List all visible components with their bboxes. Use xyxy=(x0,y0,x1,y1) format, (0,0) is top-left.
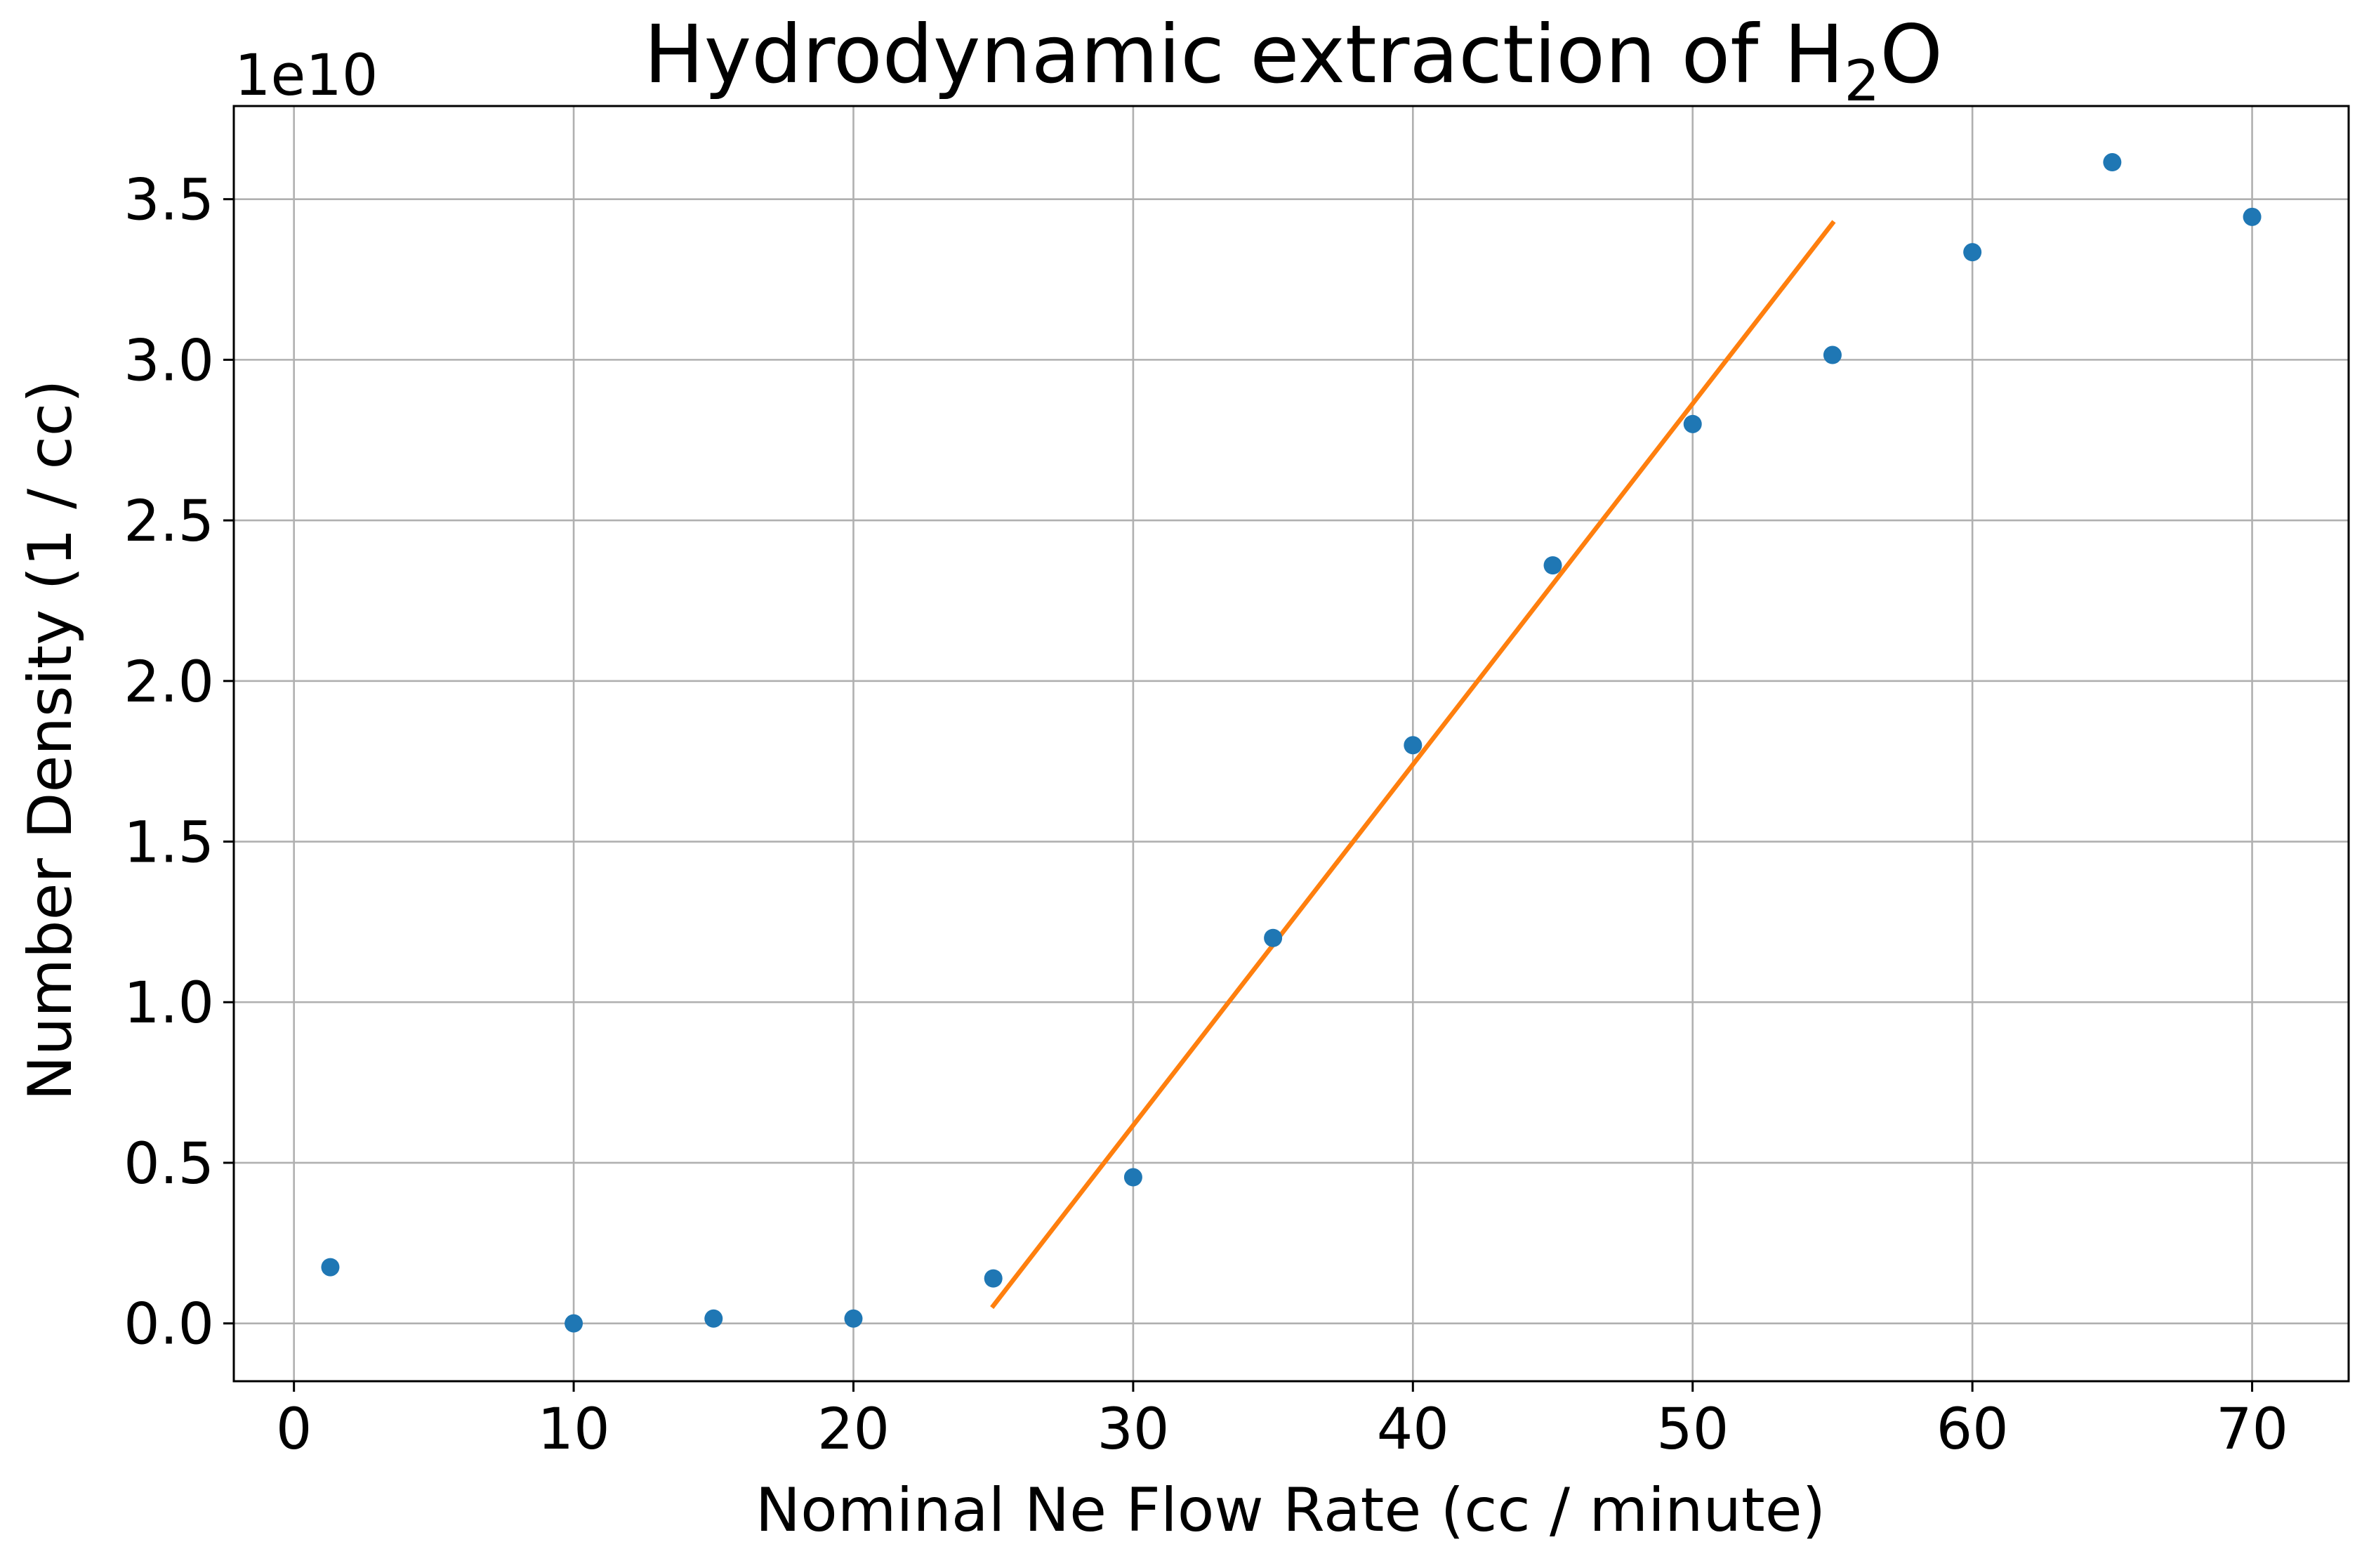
y-tick-label: 0.5 xyxy=(124,1131,214,1197)
data-point xyxy=(1123,1168,1142,1187)
data-point xyxy=(1264,928,1283,947)
data-point xyxy=(1823,345,1842,364)
y-tick-label: 1.0 xyxy=(124,970,214,1036)
data-point xyxy=(565,1314,583,1333)
data-point xyxy=(2243,207,2262,226)
x-tick-label: 0 xyxy=(276,1397,312,1463)
y-tick-label: 0.0 xyxy=(124,1292,214,1358)
x-tick-label: 60 xyxy=(1936,1397,2009,1463)
data-point xyxy=(704,1309,723,1328)
y-axis-label: Number Density (1 / cc) xyxy=(15,379,86,1100)
data-point xyxy=(1543,556,1562,575)
x-tick-label: 30 xyxy=(1097,1397,1169,1463)
plot-series xyxy=(321,153,2262,1333)
x-tick-label: 10 xyxy=(538,1397,610,1463)
chart-title: Hydrodynamic extraction of H2O xyxy=(644,8,1943,114)
y-tick-label: 1.5 xyxy=(124,810,214,876)
x-tick-label: 50 xyxy=(1656,1397,1729,1463)
grid-lines xyxy=(234,106,2349,1381)
y-tick-label: 3.0 xyxy=(124,328,214,394)
y-tick-label: 3.5 xyxy=(124,168,214,234)
y-axis-offset-text: 1e10 xyxy=(235,43,378,109)
data-point xyxy=(1683,414,1702,433)
data-point xyxy=(321,1258,340,1277)
data-point xyxy=(844,1309,863,1328)
data-point xyxy=(1404,736,1423,755)
x-tick-label: 40 xyxy=(1377,1397,1449,1463)
fit-line xyxy=(990,220,1836,1310)
x-axis-label: Nominal Ne Flow Rate (cc / minute) xyxy=(755,1475,1826,1546)
x-tick-label: 20 xyxy=(817,1397,890,1463)
y-tick-label: 2.0 xyxy=(124,650,214,716)
data-point xyxy=(2103,153,2122,172)
plot-frame xyxy=(232,105,2350,1383)
data-point xyxy=(984,1269,1003,1288)
y-tick-label: 2.5 xyxy=(124,489,214,555)
axis-ticks: 0 10 20 30 40 50 60 70 0.0 0.5 1.0 1.5 2.0 2.5 3.0 3.5 xyxy=(124,168,2288,1463)
x-tick-label: 70 xyxy=(2216,1397,2288,1463)
data-point xyxy=(1963,243,1982,262)
